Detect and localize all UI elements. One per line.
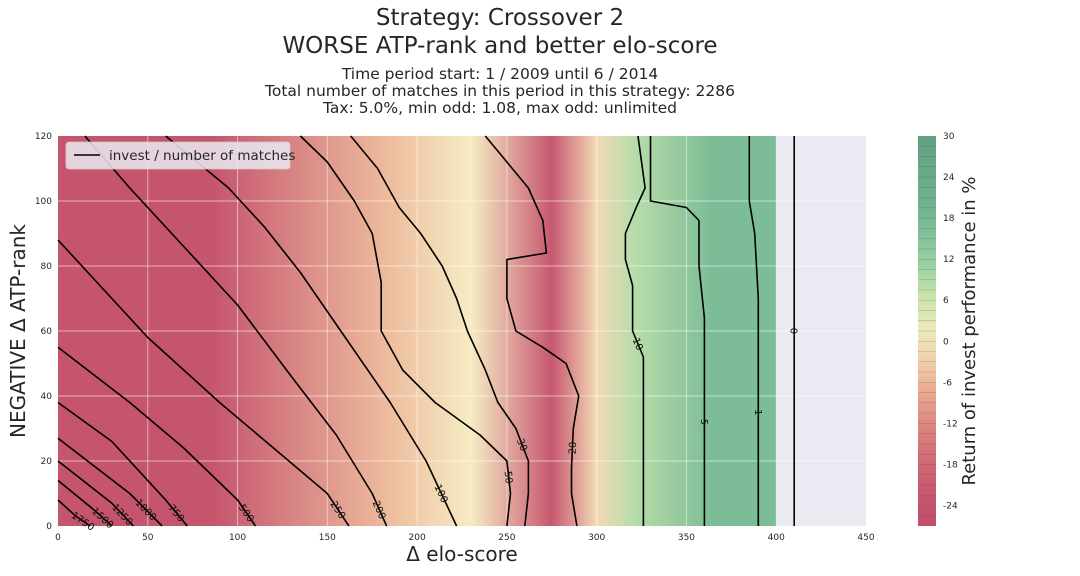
colorbar-level-lines [918, 146, 936, 516]
contour-line [57, 499, 91, 527]
contour-line [57, 346, 257, 527]
contour-lines [57, 135, 795, 527]
contour-label: 30 [514, 437, 529, 453]
colorbar-tick-label: 0 [943, 337, 949, 347]
contour-line [57, 401, 188, 527]
colorbar-tick-label: -6 [943, 378, 952, 388]
contour-label: 20 [568, 441, 580, 454]
colorbar-tick-label: 30 [943, 132, 955, 142]
contour-line [748, 136, 760, 526]
subtitle-line-1: Time period start: 1 / 2009 until 6 / 20… [341, 65, 659, 83]
x-tick-label: 0 [55, 533, 61, 543]
legend-box [65, 141, 291, 170]
contour-label: 50 [502, 470, 514, 484]
contour-line [57, 239, 350, 527]
colorbar-tick-label: 12 [943, 255, 954, 265]
chart-title: Strategy: Crossover 2 [375, 5, 625, 31]
y-axis-ticks: 0 20 40 60 80 100 120 [35, 132, 52, 532]
y-tick-label: 20 [41, 457, 53, 467]
contour-line [624, 135, 646, 526]
colorbar-tick-label: -18 [943, 460, 958, 470]
x-tick-label: 100 [229, 533, 246, 543]
legend: invest / number of matches [65, 141, 295, 170]
contour-line [57, 437, 163, 527]
legend-label: invest / number of matches [109, 148, 295, 164]
x-tick-label: 400 [768, 533, 785, 543]
contour-line [57, 460, 134, 527]
contour-line [57, 479, 113, 527]
grid [58, 136, 866, 526]
x-tick-label: 450 [857, 533, 874, 543]
x-tick-label: 300 [588, 533, 605, 543]
x-axis-label: Δ elo-score [406, 542, 517, 566]
colorbar-tick-label: 6 [943, 296, 949, 306]
y-tick-label: 80 [41, 262, 53, 272]
colorbar-tick-label: -24 [943, 501, 958, 511]
colorbar: 30 24 18 12 6 0 -6 -12 -18 -24 Return of invest p… [918, 132, 980, 526]
x-tick-label: 150 [319, 533, 336, 543]
colorbar-tick-label: 24 [943, 173, 955, 183]
contour-label: 0 [788, 328, 799, 334]
x-tick-label: 250 [498, 533, 515, 543]
x-tick-label: 200 [409, 533, 426, 543]
y-tick-label: 60 [41, 327, 53, 337]
subtitle-line-2: Total number of matches in this period i… [265, 82, 735, 100]
colorbar-ticks: 30 24 18 12 6 0 -6 -12 -18 -24 [943, 132, 958, 511]
contour-line [649, 136, 706, 526]
x-axis-ticks: 0 50 100 150 200 250 300 350 400 450 [55, 533, 875, 543]
y-tick-label: 120 [35, 132, 52, 142]
contour-line [165, 135, 458, 527]
contour-line [84, 135, 388, 527]
chart-title-line2: WORSE ATP-rank and better elo-score [282, 33, 718, 59]
colorbar-label: Return of invest performance in % [959, 176, 980, 485]
subtitle-line-3: Tax: 5.0%, min odd: 1.08, max odd: unlim… [323, 99, 677, 117]
contour-line [299, 135, 512, 527]
y-tick-label: 40 [41, 392, 53, 402]
colorbar-tick-label: -12 [943, 419, 958, 429]
contour-line [350, 135, 530, 527]
y-tick-label: 100 [35, 197, 52, 207]
contour-label: 5 [698, 419, 709, 425]
colorbar-tick-label: 18 [943, 214, 955, 224]
y-tick-label: 0 [46, 522, 52, 532]
contour-label: 1 [752, 409, 763, 415]
contour-line [484, 135, 580, 527]
y-axis-label: NEGATIVE Δ ATP-rank [6, 224, 30, 438]
x-tick-label: 50 [142, 533, 154, 543]
contour-label: 10 [630, 336, 645, 352]
x-tick-label: 350 [678, 533, 695, 543]
